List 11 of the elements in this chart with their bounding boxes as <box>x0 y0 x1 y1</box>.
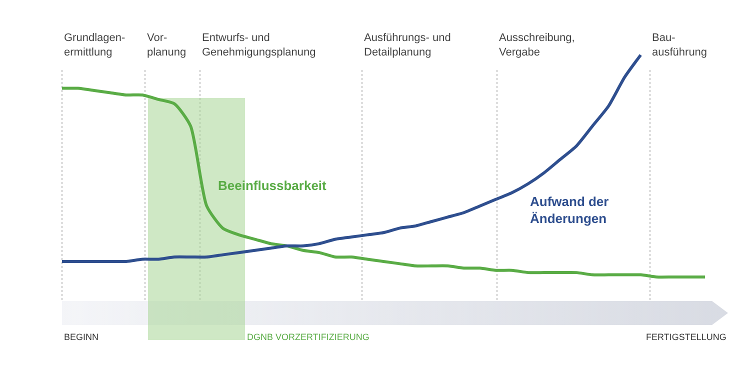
text: FERTIGSTELLUNG <box>646 332 726 342</box>
series-label: Beeinflussbarkeit <box>218 178 328 193</box>
text: DGNB VORZERTIFIZIERUNG <box>247 332 370 342</box>
annotation: Grundlagen- ermittlung <box>64 32 126 58</box>
annotation: Entwurfs- und Genehmigungsplanung <box>202 32 316 58</box>
annotation: Ausschreibung, Vergabe <box>499 32 575 58</box>
series-label: Aufwand der Änderungen <box>530 194 609 226</box>
annotation: Vor- planung <box>147 32 186 58</box>
annotation: Ausführungs- und Detailplanung <box>364 32 451 58</box>
text: BEGINN <box>64 332 99 342</box>
annotation: Bau- ausführung <box>652 32 708 58</box>
